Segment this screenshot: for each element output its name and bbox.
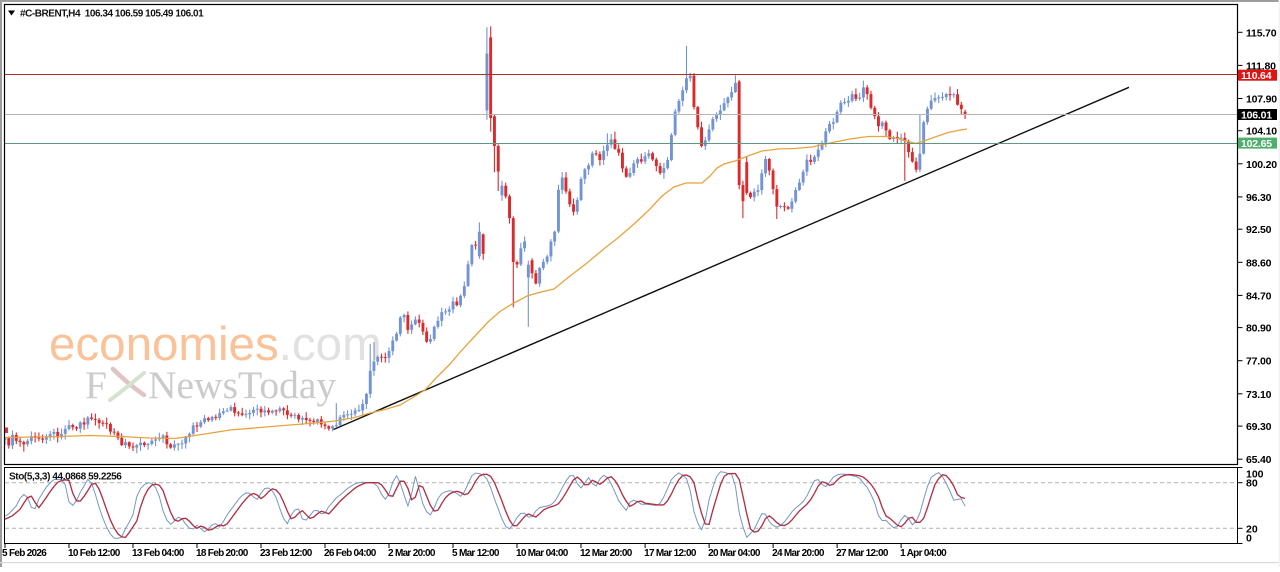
svg-text:65.40: 65.40: [1246, 454, 1272, 466]
svg-text:20 Mar 04:00: 20 Mar 04:00: [708, 548, 761, 559]
svg-text:27 Mar 12:00: 27 Mar 12:00: [836, 548, 889, 559]
svg-text:80: 80: [1246, 478, 1258, 490]
svg-text:#C-BRENT,H4 106.34 106.59 105: #C-BRENT,H4 106.34 106.59 105.49 106.01: [20, 9, 204, 20]
svg-text:96.30: 96.30: [1246, 192, 1272, 204]
svg-text:80.90: 80.90: [1246, 323, 1272, 335]
svg-text:2 Mar 20:00: 2 Mar 20:00: [388, 548, 436, 559]
svg-text:26 Feb 04:00: 26 Feb 04:00: [324, 548, 377, 559]
svg-text:88.60: 88.60: [1246, 257, 1272, 269]
svg-text:84.70: 84.70: [1246, 290, 1272, 302]
svg-text:92.50: 92.50: [1246, 224, 1272, 236]
svg-text:12 Mar 20:00: 12 Mar 20:00: [580, 548, 633, 559]
svg-text:10 Mar 04:00: 10 Mar 04:00: [516, 548, 569, 559]
svg-text:24 Mar 20:00: 24 Mar 20:00: [772, 548, 825, 559]
svg-text:106.01: 106.01: [1241, 110, 1272, 122]
svg-text:73.10: 73.10: [1246, 389, 1272, 401]
svg-text:69.30: 69.30: [1246, 421, 1272, 433]
svg-text:102.65: 102.65: [1241, 138, 1272, 150]
svg-text:77.00: 77.00: [1246, 356, 1272, 368]
svg-text:13 Feb 04:00: 13 Feb 04:00: [132, 548, 185, 559]
svg-text:17 Mar 12:00: 17 Mar 12:00: [644, 548, 697, 559]
svg-text:0: 0: [1246, 533, 1252, 545]
svg-text:100.20: 100.20: [1246, 159, 1277, 171]
svg-text:104.10: 104.10: [1246, 126, 1277, 138]
svg-text:115.70: 115.70: [1246, 27, 1277, 39]
svg-text:23 Feb 12:00: 23 Feb 12:00: [260, 548, 313, 559]
svg-text:5 Mar 12:00: 5 Mar 12:00: [452, 548, 500, 559]
svg-text:Sto(5,3,3) 44.0868 59.2256: Sto(5,3,3) 44.0868 59.2256: [9, 472, 122, 483]
svg-text:1 Apr 04:00: 1 Apr 04:00: [900, 548, 947, 559]
svg-text:NewsToday: NewsToday: [148, 363, 336, 407]
svg-text:110.64: 110.64: [1241, 70, 1272, 82]
svg-text:F: F: [85, 363, 107, 407]
svg-text:5 Feb 2026: 5 Feb 2026: [2, 548, 47, 559]
svg-text:107.90: 107.90: [1246, 94, 1277, 106]
svg-text:10 Feb 12:00: 10 Feb 12:00: [68, 548, 121, 559]
svg-text:18 Feb 20:00: 18 Feb 20:00: [196, 548, 249, 559]
